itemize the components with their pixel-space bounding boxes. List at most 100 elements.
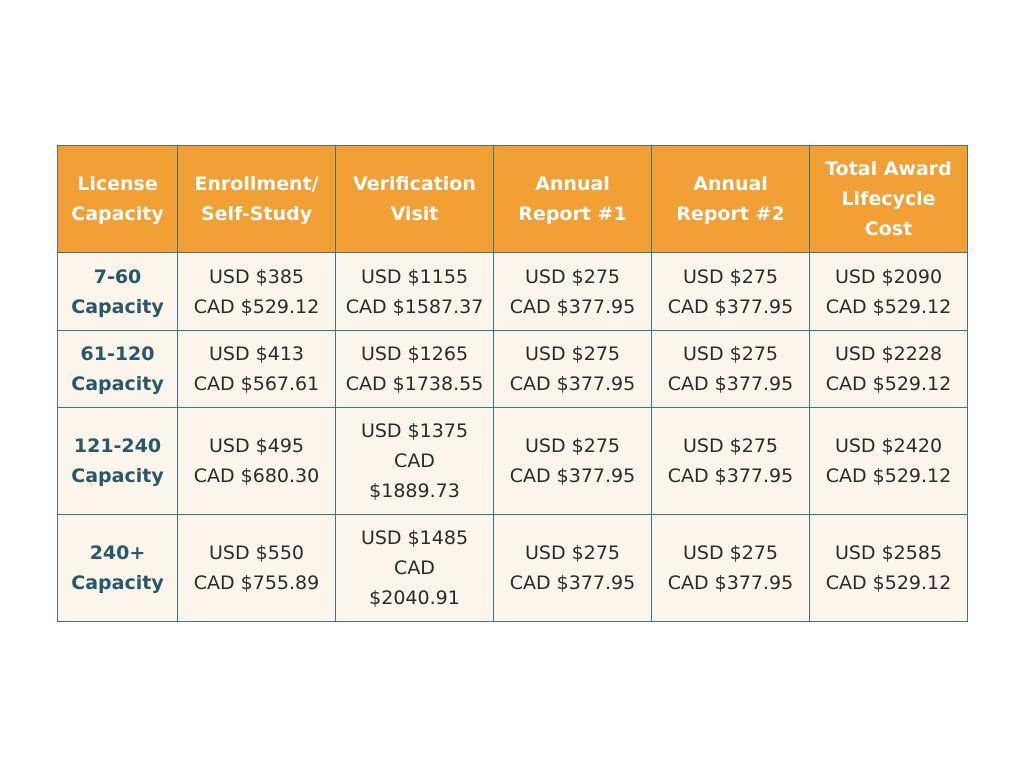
usd-price: USD $413	[209, 343, 304, 365]
usd-price: USD $275	[525, 542, 620, 564]
header-line: Enrollment/	[194, 173, 319, 195]
price-cell: USD $275 CAD $377.95	[493, 330, 652, 408]
cad-price: CAD $377.95	[509, 465, 636, 487]
usd-price: USD $2420	[834, 435, 943, 457]
price-cell: USD $1155 CAD $1587.37	[335, 252, 494, 331]
price-cell: USD $275 CAD $377.95	[651, 330, 810, 408]
cad-price: CAD $377.95	[667, 373, 794, 395]
header-line: Annual	[693, 173, 768, 195]
table-row: 7-60 Capacity USD $385 CAD $529.12 USD $…	[57, 252, 968, 331]
row-label-line: Capacity	[71, 373, 164, 395]
price-cell: USD $275 CAD $377.95	[651, 252, 810, 331]
price-cell: USD $1265 CAD $1738.55	[335, 330, 494, 408]
usd-price: USD $275	[525, 343, 620, 365]
table-row: 240+ Capacity USD $550 CAD $755.89 USD $…	[57, 514, 968, 622]
header-line: Annual	[535, 173, 610, 195]
price-cell: USD $385 CAD $529.12	[177, 252, 336, 331]
header-line: Self-Study	[200, 203, 313, 225]
header-line: Capacity	[71, 203, 164, 225]
price-cell: USD $275 CAD $377.95	[493, 252, 652, 331]
header-annual-report-1: Annual Report #1	[493, 145, 652, 253]
usd-price: USD $275	[525, 265, 620, 288]
cad-price: CAD $377.95	[509, 572, 636, 594]
row-label: 7-60 Capacity	[57, 252, 178, 331]
cad-price: CAD $529.12	[825, 295, 952, 318]
header-row: License Capacity Enrollment/ Self-Study …	[57, 145, 968, 253]
cad-price: CAD $680.30	[193, 465, 320, 487]
header-annual-report-2: Annual Report #2	[651, 145, 810, 253]
header-line: Cost	[864, 218, 913, 240]
usd-price: USD $1265	[360, 343, 469, 365]
row-label: 240+ Capacity	[57, 514, 178, 622]
usd-price: USD $275	[683, 542, 778, 564]
row-label-line: Capacity	[71, 295, 164, 318]
pricing-table-container: License Capacity Enrollment/ Self-Study …	[57, 145, 968, 622]
cad-price: CAD $377.95	[509, 373, 636, 395]
cad-price: CAD	[394, 557, 435, 579]
row-label-line: Capacity	[71, 465, 164, 487]
price-cell: USD $1485 CAD $2040.91	[335, 514, 494, 622]
usd-price: USD $1155	[360, 265, 469, 288]
price-cell: USD $275 CAD $377.95	[493, 514, 652, 622]
header-line: Lifecycle	[841, 188, 936, 210]
row-label: 121-240 Capacity	[57, 407, 178, 515]
header-license-capacity: License Capacity	[57, 145, 178, 253]
cad-price: CAD $529.12	[193, 295, 320, 318]
header-line: Verification	[353, 173, 476, 195]
cad-price-amount: $1889.73	[369, 480, 460, 502]
header-line: Total Award	[825, 158, 952, 180]
usd-price: USD $385	[209, 265, 304, 288]
table-row: 121-240 Capacity USD $495 CAD $680.30 US…	[57, 407, 968, 515]
price-cell: USD $550 CAD $755.89	[177, 514, 336, 622]
cad-price-amount: $2040.91	[369, 587, 460, 609]
cad-price: CAD $755.89	[193, 572, 320, 594]
row-label-line: 7-60	[93, 265, 142, 288]
row-label-line: 121-240	[73, 435, 162, 457]
price-cell: USD $275 CAD $377.95	[651, 514, 810, 622]
row-label-line: 240+	[89, 542, 146, 564]
price-cell: USD $413 CAD $567.61	[177, 330, 336, 408]
header-line: Report #1	[518, 203, 627, 225]
usd-price: USD $275	[683, 435, 778, 457]
usd-price: USD $1485	[360, 527, 469, 549]
header-total-lifecycle-cost: Total Award Lifecycle Cost	[809, 145, 968, 253]
row-label-line: 61-120	[80, 343, 155, 365]
usd-price: USD $1375	[360, 420, 469, 442]
price-cell: USD $495 CAD $680.30	[177, 407, 336, 515]
cad-price: CAD	[394, 450, 435, 472]
cad-price: CAD $529.12	[825, 373, 952, 395]
usd-price: USD $275	[683, 265, 778, 288]
cad-price: CAD $567.61	[193, 373, 320, 395]
header-enrollment: Enrollment/ Self-Study	[177, 145, 336, 253]
cad-price: CAD $529.12	[825, 572, 952, 594]
header-line: Report #2	[676, 203, 785, 225]
usd-price: USD $495	[209, 435, 304, 457]
usd-price: USD $275	[525, 435, 620, 457]
usd-price: USD $275	[683, 343, 778, 365]
row-label: 61-120 Capacity	[57, 330, 178, 408]
header-line: License	[77, 173, 158, 195]
usd-price: USD $550	[209, 542, 304, 564]
table-row: 61-120 Capacity USD $413 CAD $567.61 USD…	[57, 330, 968, 408]
header-line: Visit	[390, 203, 439, 225]
price-cell: USD $2420 CAD $529.12	[809, 407, 968, 515]
price-cell: USD $2228 CAD $529.12	[809, 330, 968, 408]
cad-price: CAD $1738.55	[345, 373, 484, 395]
price-cell: USD $2585 CAD $529.12	[809, 514, 968, 622]
cad-price: CAD $529.12	[825, 465, 952, 487]
header-verification-visit: Verification Visit	[335, 145, 494, 253]
cad-price: CAD $377.95	[667, 465, 794, 487]
price-cell: USD $2090 CAD $529.12	[809, 252, 968, 331]
cad-price: CAD $1587.37	[345, 295, 484, 318]
cad-price: CAD $377.95	[667, 295, 794, 318]
usd-price: USD $2228	[834, 343, 943, 365]
usd-price: USD $2090	[834, 265, 943, 288]
price-cell: USD $275 CAD $377.95	[651, 407, 810, 515]
pricing-table: License Capacity Enrollment/ Self-Study …	[57, 145, 968, 622]
cad-price: CAD $377.95	[667, 572, 794, 594]
price-cell: USD $1375 CAD $1889.73	[335, 407, 494, 515]
price-cell: USD $275 CAD $377.95	[493, 407, 652, 515]
usd-price: USD $2585	[834, 542, 943, 564]
row-label-line: Capacity	[71, 572, 164, 594]
cad-price: CAD $377.95	[509, 295, 636, 318]
